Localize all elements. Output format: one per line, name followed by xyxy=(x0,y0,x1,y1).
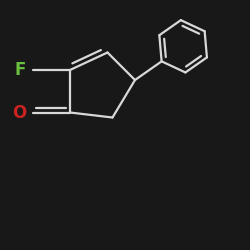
Text: F: F xyxy=(15,61,26,79)
Text: O: O xyxy=(12,104,26,122)
